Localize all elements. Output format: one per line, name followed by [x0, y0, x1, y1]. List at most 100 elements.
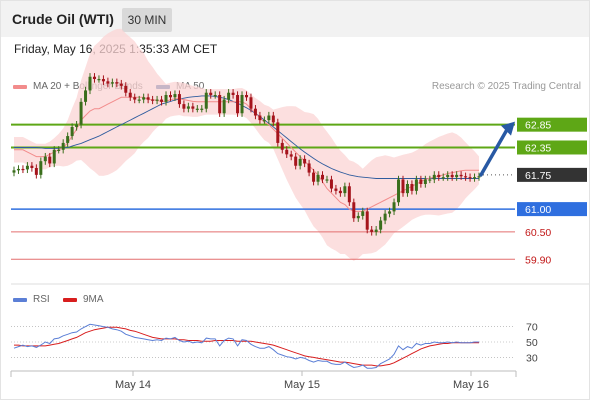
candle-body: [209, 92, 213, 95]
candle-body: [186, 106, 190, 109]
candle-body: [245, 95, 248, 98]
candle-body: [124, 85, 128, 93]
candle-body: [365, 211, 369, 230]
candle: [343, 182, 347, 197]
candle-body: [397, 179, 401, 203]
candle-body: [441, 177, 445, 179]
candle: [30, 162, 34, 172]
candle-body: [110, 82, 114, 84]
candle-body: [151, 99, 155, 101]
candle: [39, 157, 43, 179]
candle-body: [30, 165, 34, 169]
candle: [316, 171, 320, 186]
candle-body: [25, 165, 29, 170]
candle-body: [218, 95, 222, 114]
candle-body: [459, 174, 463, 177]
candle: [119, 79, 123, 90]
candle-body: [200, 108, 204, 110]
candle: [213, 91, 217, 99]
candle-body: [419, 179, 423, 184]
timeframe-badge[interactable]: 30 MIN: [122, 8, 172, 32]
candle-body: [48, 156, 52, 164]
candle-body: [227, 92, 231, 100]
candle-body: [164, 95, 168, 102]
candle-body: [92, 76, 96, 80]
level-label-61.75: 61.75: [517, 167, 587, 182]
candle: [124, 82, 128, 97]
candle-body: [66, 136, 70, 143]
candle: [137, 95, 141, 104]
candle-body: [231, 92, 235, 95]
candle-body: [428, 179, 432, 181]
bollinger-band-layer: [14, 28, 479, 261]
candle-body: [177, 94, 181, 105]
candle: [303, 155, 307, 168]
target-arrow-layer: [479, 121, 515, 177]
candle-body: [101, 79, 105, 82]
candle-body: [392, 202, 396, 212]
candle: [289, 150, 293, 161]
target-arrow-shaft: [479, 127, 509, 177]
candle: [365, 207, 369, 234]
candle: [455, 171, 459, 181]
candle: [253, 105, 257, 120]
candle-body: [236, 95, 240, 114]
candle: [267, 111, 271, 124]
candle: [61, 139, 65, 154]
candle-body: [383, 213, 387, 221]
candle-body: [52, 149, 56, 164]
candle: [186, 102, 190, 113]
candle: [227, 89, 231, 104]
legend-rsi: RSI: [13, 294, 50, 305]
candle-body: [289, 154, 293, 157]
candle: [352, 198, 356, 222]
candle-body: [356, 215, 360, 219]
rsi-swatch: [13, 297, 27, 302]
candle: [379, 216, 383, 234]
candle-body: [468, 177, 472, 179]
level-tag-bg: [517, 117, 587, 132]
level-label-62.85: 62.85: [517, 117, 587, 132]
candle: [388, 207, 392, 218]
candle-body: [258, 115, 262, 121]
ma9-label: 9MA: [83, 294, 104, 305]
ma20-swatch: [13, 84, 27, 89]
candle-body: [379, 220, 383, 230]
candle: [338, 187, 342, 197]
candle-body: [473, 177, 477, 179]
candle: [209, 89, 213, 99]
candle: [361, 207, 365, 220]
candle: [34, 164, 38, 179]
candle: [419, 175, 423, 188]
instrument-title: Crude Oil (WTI): [12, 11, 114, 27]
candle: [146, 93, 150, 104]
candle: [347, 182, 351, 206]
candle-body: [294, 156, 298, 166]
level-tag-bg: [517, 140, 587, 155]
candle-body: [414, 179, 418, 191]
candle: [222, 95, 226, 117]
candle: [66, 132, 70, 147]
candle-body: [338, 190, 342, 194]
candle-body: [401, 179, 405, 194]
level-tag-text: 62.85: [525, 120, 551, 132]
level-label-60.50: 60.50: [525, 227, 551, 239]
candle: [280, 139, 284, 154]
candle: [84, 86, 88, 106]
candle: [401, 175, 405, 197]
candle-body: [34, 168, 38, 175]
rsi-label: RSI: [33, 294, 50, 305]
level-label-59.90: 59.90: [525, 254, 551, 266]
level-tag-text: 61.00: [525, 204, 551, 216]
candle-body: [21, 168, 25, 171]
candle: [468, 173, 472, 182]
research-credit: Research © 2025 Trading Central: [431, 81, 581, 92]
candle-body: [446, 174, 450, 178]
candle: [334, 184, 338, 195]
candle: [374, 225, 378, 236]
candle: [173, 90, 177, 101]
level-tag-bg: [517, 167, 587, 182]
candle-body: [146, 97, 150, 100]
candle: [414, 175, 418, 195]
